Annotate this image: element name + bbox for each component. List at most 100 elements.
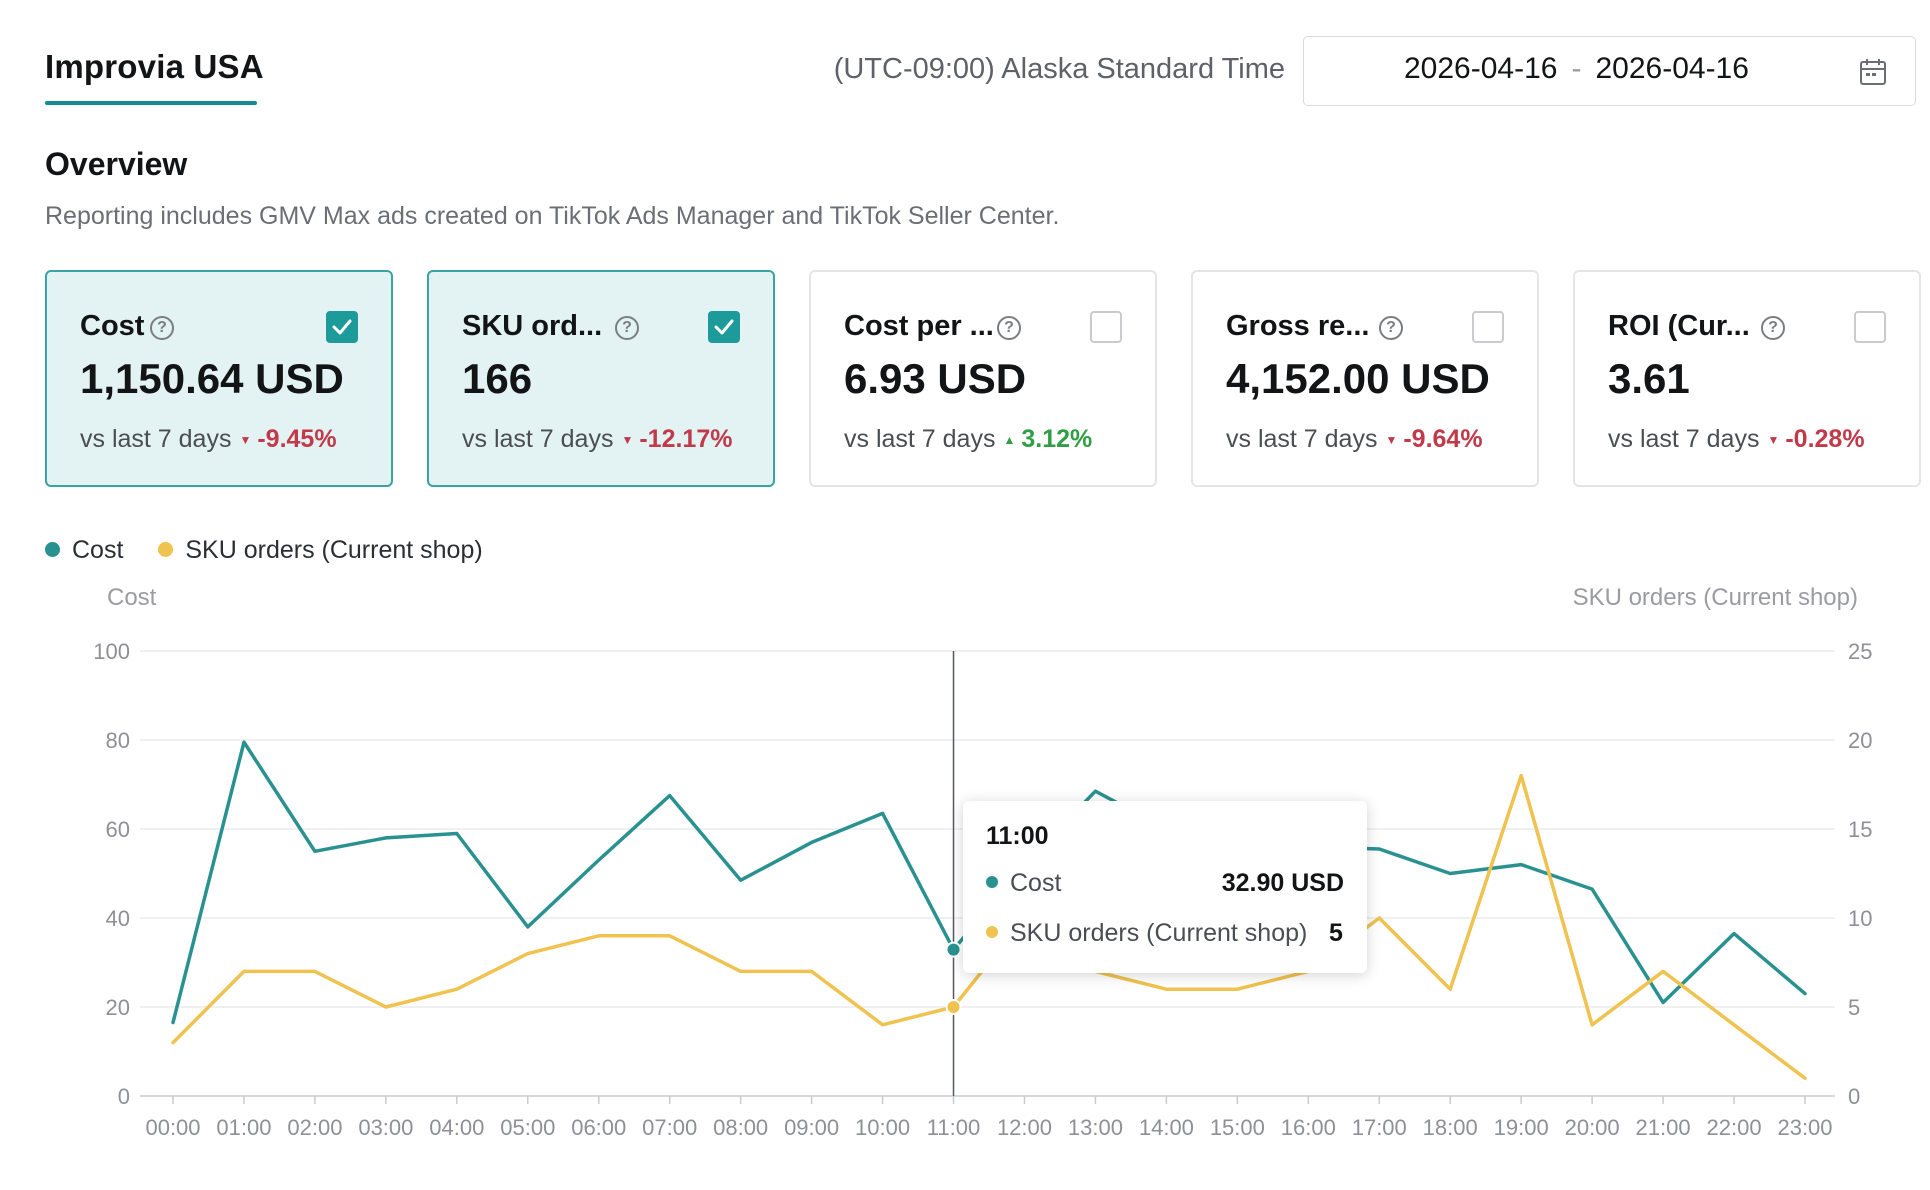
y-axis-title-left: Cost xyxy=(107,584,157,611)
metric-label: ROI (Cur... xyxy=(1608,310,1750,342)
calendar-icon[interactable] xyxy=(1859,58,1887,86)
trend-icon: ▼ xyxy=(1385,433,1398,447)
shop-name-tab[interactable]: Improvia USA xyxy=(45,48,264,85)
compare-label: vs last 7 days xyxy=(844,425,996,453)
x-tick-label: 01:00 xyxy=(216,1115,271,1140)
x-tick-label: 12:00 xyxy=(997,1115,1052,1140)
metric-compare: vs last 7 days ▼ -9.64% xyxy=(1226,425,1483,454)
delta-text: -9.64% xyxy=(1403,425,1483,453)
date-start: 2026-04-16 xyxy=(1404,52,1558,85)
metric-card-cost[interactable]: Cost ? 1,150.64 USD vs last 7 days ▼ -9.45… xyxy=(45,270,393,487)
help-icon[interactable]: ? xyxy=(1761,316,1785,340)
x-tick-label: 13:00 xyxy=(1068,1115,1123,1140)
delta-value: ▼ -9.45% xyxy=(239,425,336,453)
tooltip-cost-label: Cost xyxy=(1010,869,1062,897)
help-icon[interactable]: ? xyxy=(615,316,639,340)
y-tick-label-right: 15 xyxy=(1848,817,1872,842)
help-icon[interactable]: ? xyxy=(997,316,1021,340)
x-tick-label: 20:00 xyxy=(1565,1115,1620,1140)
tooltip-dot-cost xyxy=(986,876,998,888)
x-tick-label: 05:00 xyxy=(500,1115,555,1140)
y-axis-title-right: SKU orders (Current shop) xyxy=(1572,584,1858,611)
metric-checkbox[interactable] xyxy=(1472,311,1504,343)
x-tick-label: 03:00 xyxy=(358,1115,413,1140)
y-tick-label-right: 5 xyxy=(1848,995,1860,1020)
metric-value: 166 xyxy=(462,355,533,402)
tooltip-sku-label: SKU orders (Current shop) xyxy=(1010,919,1308,947)
overview-subtitle: Reporting includes GMV Max ads created o… xyxy=(45,202,1060,230)
delta-text: -9.45% xyxy=(257,425,337,453)
compare-label: vs last 7 days xyxy=(1608,425,1760,453)
x-tick-label: 16:00 xyxy=(1281,1115,1336,1140)
y-tick-label-right: 10 xyxy=(1848,906,1872,931)
metric-value: 1,150.64 USD xyxy=(80,355,344,402)
legend-label-cost: Cost xyxy=(72,536,124,564)
metric-checkbox[interactable] xyxy=(1090,311,1122,343)
x-tick-label: 08:00 xyxy=(713,1115,768,1140)
metric-label: Gross re... xyxy=(1226,310,1370,342)
hover-point-cost xyxy=(945,941,962,958)
metric-card-gross-revenue[interactable]: Gross re... ? 4,152.00 USD vs last 7 day… xyxy=(1191,270,1539,487)
trend-icon: ▼ xyxy=(239,433,252,447)
checkmark-icon xyxy=(332,319,352,335)
y-tick-label-left: 60 xyxy=(106,817,130,842)
y-tick-label-left: 40 xyxy=(106,906,130,931)
delta-text: -12.17% xyxy=(639,425,733,453)
x-tick-label: 21:00 xyxy=(1636,1115,1691,1140)
x-tick-label: 00:00 xyxy=(145,1115,200,1140)
metric-checkbox[interactable] xyxy=(326,311,358,343)
timezone-label: (UTC-09:00) Alaska Standard Time xyxy=(833,53,1285,85)
x-tick-label: 09:00 xyxy=(784,1115,839,1140)
metric-compare: vs last 7 days ▼ -12.17% xyxy=(462,425,732,454)
help-icon[interactable]: ? xyxy=(150,316,174,340)
y-tick-label-left: 100 xyxy=(93,639,130,664)
date-range-picker[interactable]: 2026-04-16-2026-04-16 xyxy=(1303,36,1916,106)
metric-card-roi[interactable]: ROI (Cur... ? 3.61 vs last 7 days ▼ -0.28% xyxy=(1573,270,1921,487)
tooltip-cost-value: 32.90 USD xyxy=(1221,869,1344,897)
trend-icon: ▼ xyxy=(1767,433,1780,447)
x-tick-label: 23:00 xyxy=(1777,1115,1832,1140)
delta-value: ▼ -12.17% xyxy=(621,425,732,453)
metric-card-sku-orders[interactable]: SKU ord... ? 166 vs last 7 days ▼ -12.17% xyxy=(427,270,775,487)
date-separator: - xyxy=(1571,52,1582,85)
x-tick-label: 14:00 xyxy=(1139,1115,1194,1140)
tooltip-sku-value: 5 xyxy=(1329,919,1343,947)
x-tick-label: 06:00 xyxy=(571,1115,626,1140)
x-tick-label: 18:00 xyxy=(1423,1115,1478,1140)
hover-point-sku-orders xyxy=(945,999,962,1015)
delta-value: ▼ -0.28% xyxy=(1767,425,1864,453)
metric-checkbox[interactable] xyxy=(1854,311,1886,343)
tooltip-time: 11:00 xyxy=(986,822,1049,850)
metric-value: 4,152.00 USD xyxy=(1226,355,1490,402)
y-tick-label-left: 0 xyxy=(118,1084,130,1109)
x-tick-label: 17:00 xyxy=(1352,1115,1407,1140)
x-tick-label: 07:00 xyxy=(642,1115,697,1140)
legend-item-sku-orders[interactable]: SKU orders (Current shop) xyxy=(158,536,483,565)
legend-dot-sku-orders xyxy=(158,542,174,557)
x-tick-label: 11:00 xyxy=(927,1115,980,1140)
compare-label: vs last 7 days xyxy=(1226,425,1378,453)
legend-label-sku-orders: SKU orders (Current shop) xyxy=(185,536,483,564)
date-end: 2026-04-16 xyxy=(1595,52,1749,85)
tooltip-row-cost: Cost xyxy=(986,869,1061,898)
x-tick-label: 10:00 xyxy=(855,1115,910,1140)
delta-value: ▼ -9.64% xyxy=(1385,425,1482,453)
metric-card-cost-per-order[interactable]: Cost per ... ? 6.93 USD vs last 7 days ▲ 3… xyxy=(809,270,1157,487)
trend-icon: ▲ xyxy=(1003,433,1016,447)
checkmark-icon xyxy=(714,319,734,335)
chart-legend: Cost SKU orders (Current shop) xyxy=(45,536,511,565)
metric-checkbox[interactable] xyxy=(708,311,740,343)
y-tick-label-right: 25 xyxy=(1848,639,1872,664)
legend-item-cost[interactable]: Cost xyxy=(45,536,123,565)
y-tick-label-right: 0 xyxy=(1848,1084,1860,1109)
y-tick-label-right: 20 xyxy=(1848,728,1872,753)
x-tick-label: 22:00 xyxy=(1707,1115,1762,1140)
help-icon[interactable]: ? xyxy=(1379,316,1403,340)
x-tick-label: 04:00 xyxy=(429,1115,484,1140)
overview-title: Overview xyxy=(45,146,188,182)
metric-value: 6.93 USD xyxy=(844,355,1027,402)
metric-label: Cost xyxy=(80,310,145,342)
active-tab-indicator xyxy=(45,101,257,105)
x-tick-label: 02:00 xyxy=(287,1115,342,1140)
